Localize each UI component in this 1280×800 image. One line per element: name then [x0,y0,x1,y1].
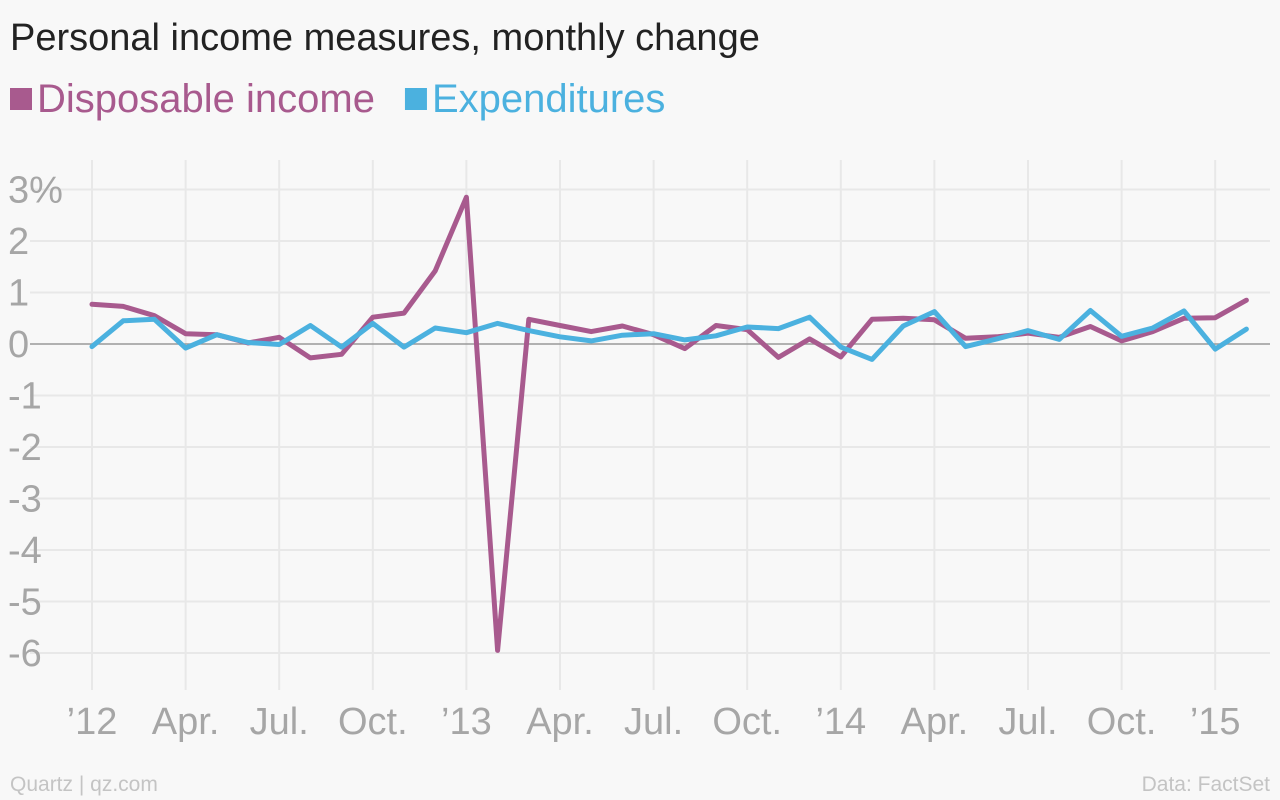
legend: Disposable income Expenditures [10,77,665,121]
x-tick-label: Apr. [526,701,594,743]
y-axis-ticks: 3% 2 1 0 -1 -2 -3 -4 -5 -6 [8,170,63,676]
x-tick-label: Apr. [901,701,969,743]
series-line-disposable-income [89,194,1249,653]
y-tick-label: -5 [8,582,42,624]
y-tick-label: -6 [8,633,42,675]
x-tick-label: ’13 [441,701,492,743]
x-tick-label: ’12 [67,701,118,743]
legend-swatch-0 [10,88,32,110]
chart-title: Personal income measures, monthly change [10,17,760,59]
x-tick-label: Jul. [624,701,683,743]
y-tick-label: -3 [8,479,42,521]
legend-swatch-1 [404,88,427,110]
series-line-expenditures [89,308,1249,362]
legend-label-1: Expenditures [432,77,665,121]
grid [30,160,1270,690]
source-credit[interactable]: Quartz | qz.com [10,773,158,796]
y-tick-label: -1 [8,376,42,418]
y-tick-label: 2 [8,221,29,263]
x-tick-label: ’14 [815,701,866,743]
series-lines [89,194,1249,653]
x-tick-label: Oct. [1087,701,1157,743]
y-tick-label: -4 [8,530,42,572]
y-tick-label: 0 [8,324,29,366]
x-tick-label: Jul. [250,701,309,743]
x-tick-label: Jul. [998,701,1057,743]
x-tick-label: Apr. [152,701,220,743]
data-source: Data: FactSet [1142,773,1271,796]
y-tick-label: 3% [8,170,63,212]
legend-label-0: Disposable income [37,77,375,121]
y-tick-label: 1 [8,273,29,315]
x-tick-label: Oct. [712,701,782,743]
x-tick-label: Oct. [338,701,408,743]
x-axis-ticks: ’12 Apr. Jul. Oct. ’13 Apr. Jul. Oct. ’14 Apr. Jul… [67,701,1241,743]
x-tick-label: ’15 [1190,701,1241,743]
y-tick-label: -2 [8,427,42,469]
